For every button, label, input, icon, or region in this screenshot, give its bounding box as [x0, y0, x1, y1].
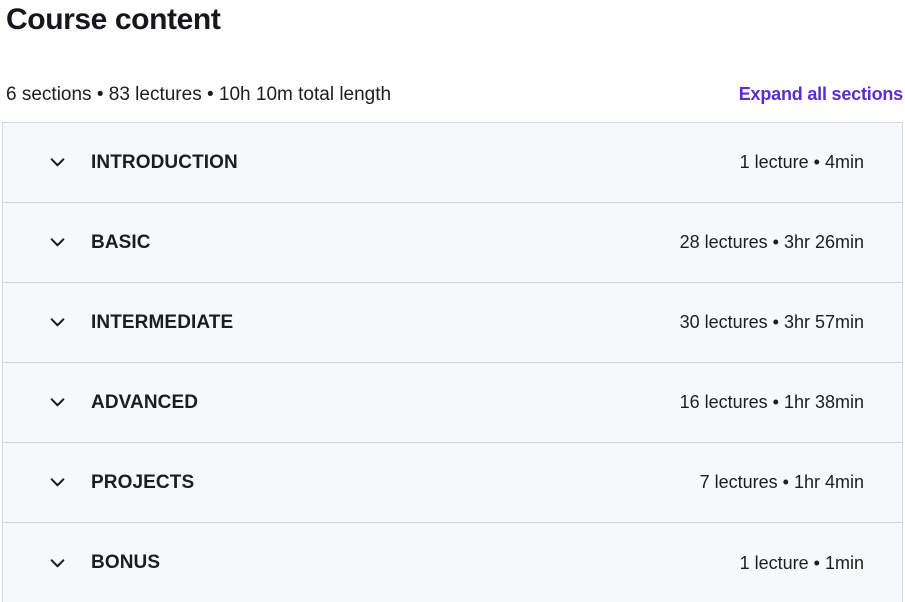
section-meta: 1 lecture • 1min [739, 552, 864, 573]
chevron-down-icon [49, 154, 66, 171]
section-title: INTRODUCTION [91, 151, 238, 173]
section-meta: 1 lecture • 4min [739, 152, 864, 172]
chevron-down-icon [49, 314, 66, 331]
section-title: INTERMEDIATE [91, 311, 234, 333]
chevron-down-icon [49, 474, 66, 491]
section-row[interactable]: ADVANCED 16 lectures • 1hr 38min [3, 363, 902, 443]
section-meta: 28 lectures • 3hr 26min [679, 232, 864, 252]
section-row[interactable]: BASIC 28 lectures • 3hr 26min [3, 203, 902, 283]
section-row[interactable]: INTRODUCTION 1 lecture • 4min [3, 123, 902, 203]
section-title: ADVANCED [91, 391, 199, 413]
chevron-down-icon [49, 234, 66, 251]
chevron-down-icon [49, 555, 66, 572]
section-meta: 7 lectures • 1hr 4min [699, 472, 864, 492]
summary-row: 6 sections • 83 lectures • 10h 10m total… [6, 83, 903, 107]
page-title: Course content [6, 3, 221, 36]
course-summary: 6 sections • 83 lectures • 10h 10m total… [6, 84, 392, 105]
section-title: BONUS [91, 552, 161, 573]
chevron-down-icon [49, 394, 66, 411]
section-row[interactable]: PROJECTS 7 lectures • 1hr 4min [3, 443, 902, 523]
expand-all-sections-link[interactable]: Expand all sections [738, 84, 903, 104]
section-meta: 16 lectures • 1hr 38min [679, 392, 864, 412]
section-title: PROJECTS [91, 471, 195, 493]
section-row[interactable]: BONUS 1 lecture • 1min [3, 523, 902, 602]
section-title: BASIC [91, 231, 151, 253]
section-meta: 30 lectures • 3hr 57min [679, 312, 864, 332]
course-sections-accordion: INTRODUCTION 1 lecture • 4min BASIC 28 l… [2, 122, 903, 602]
section-row[interactable]: INTERMEDIATE 30 lectures • 3hr 57min [3, 283, 902, 363]
